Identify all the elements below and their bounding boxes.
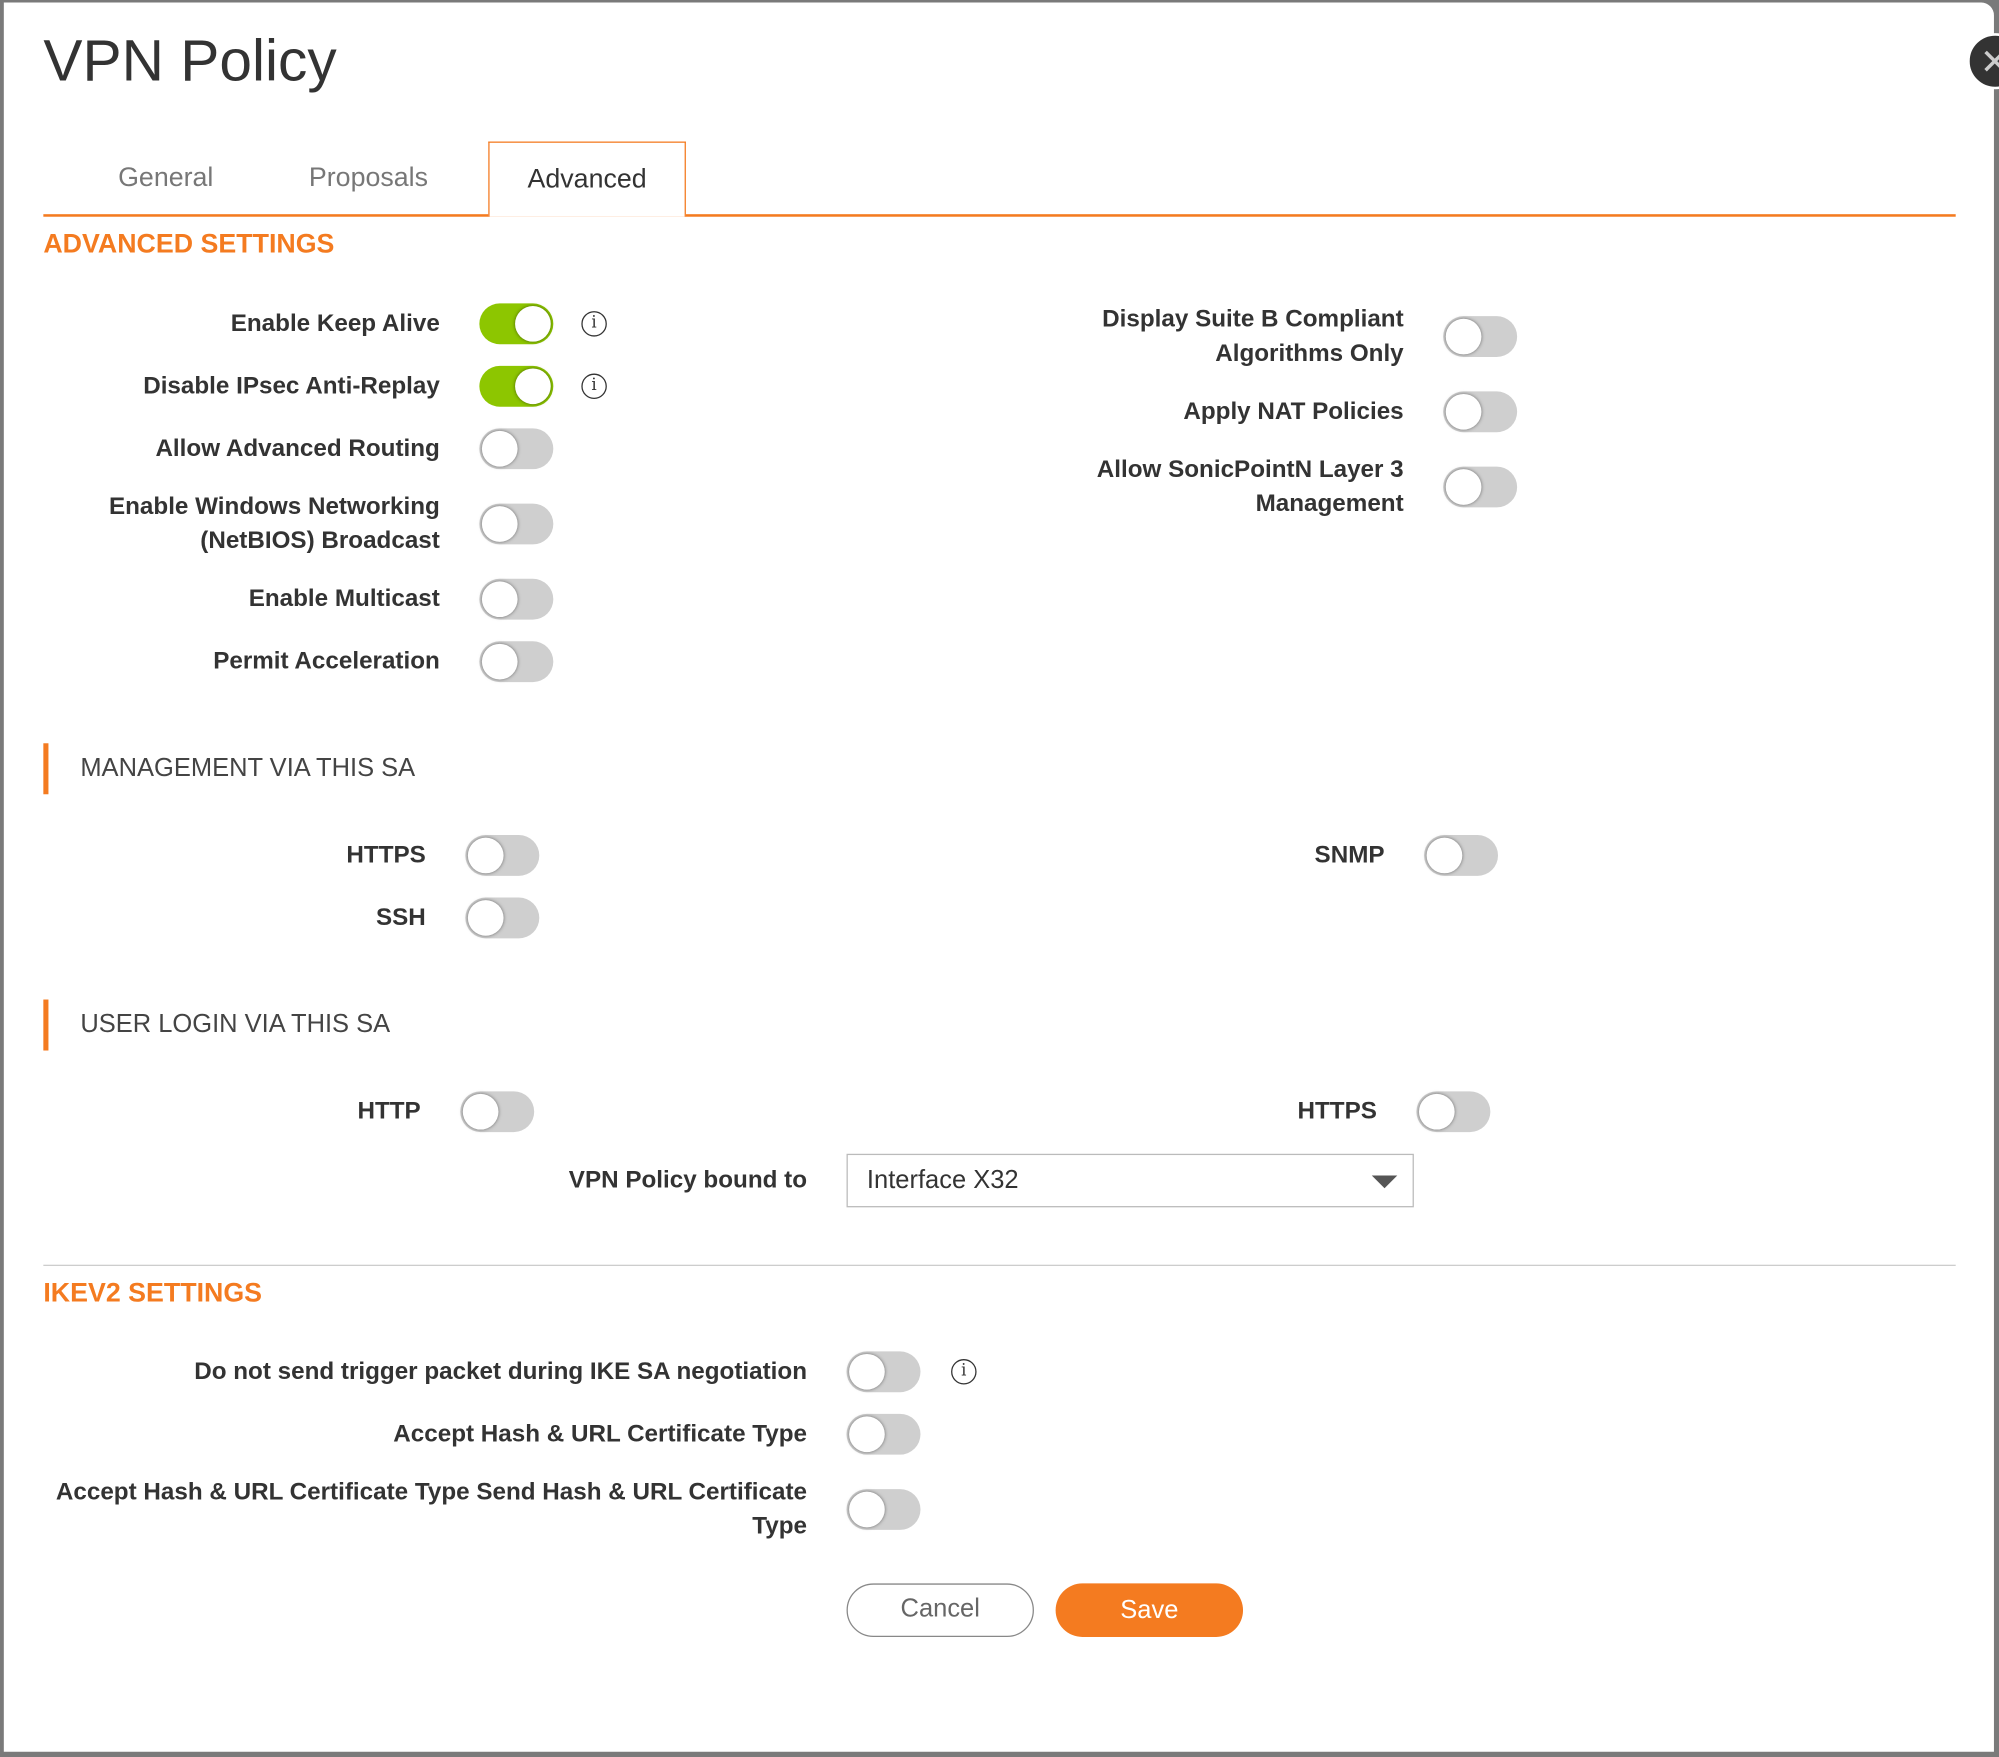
ikev2-settings-heading: IKEV2 SETTINGS bbox=[43, 1278, 263, 1309]
section-marker bbox=[43, 999, 49, 1051]
nat-policies-toggle[interactable] bbox=[1443, 391, 1518, 433]
keep-alive-toggle[interactable] bbox=[479, 303, 554, 345]
login-http-label: HTTP bbox=[357, 1098, 421, 1126]
login-http-toggle[interactable] bbox=[460, 1091, 535, 1133]
trigger-packet-label: Do not send trigger packet during IKE SA… bbox=[194, 1358, 808, 1386]
divider bbox=[43, 1264, 1956, 1266]
mgmt-snmp-label: SNMP bbox=[1314, 842, 1385, 869]
bound-to-value: Interface X32 bbox=[866, 1166, 1019, 1195]
section-marker bbox=[43, 743, 49, 795]
tab-underline bbox=[43, 214, 1956, 217]
mgmt-ssh-label: SSH bbox=[375, 904, 426, 932]
keep-alive-label: Enable Keep Alive bbox=[230, 310, 440, 338]
vpn-policy-dialog bbox=[3, 2, 1994, 1752]
mgmt-ssh-toggle[interactable] bbox=[465, 897, 540, 939]
chevron-down-icon bbox=[1371, 1175, 1398, 1189]
netbios-label: Enable Windows Networking (NetBIOS) Broa… bbox=[108, 493, 440, 555]
anti-replay-toggle[interactable] bbox=[479, 365, 554, 407]
permit-acceleration-label: Permit Acceleration bbox=[213, 648, 440, 676]
send-hash-url-label: Accept Hash & URL Certificate Type Send … bbox=[55, 1478, 808, 1541]
netbios-toggle[interactable] bbox=[479, 503, 554, 545]
tab-advanced[interactable]: Advanced bbox=[488, 141, 686, 217]
multicast-label: Enable Multicast bbox=[248, 585, 440, 613]
anti-replay-label: Disable IPsec Anti-Replay bbox=[143, 372, 440, 400]
nat-policies-label: Apply NAT Policies bbox=[1183, 398, 1404, 426]
mgmt-https-toggle[interactable] bbox=[465, 835, 540, 876]
multicast-toggle[interactable] bbox=[479, 578, 554, 620]
hash-url-toggle[interactable] bbox=[846, 1413, 921, 1455]
user-login-heading: USER LOGIN VIA THIS SA bbox=[80, 1010, 391, 1039]
bound-to-select[interactable]: Interface X32 bbox=[846, 1153, 1414, 1208]
info-icon[interactable]: i bbox=[951, 1359, 977, 1385]
advanced-settings-heading: ADVANCED SETTINGS bbox=[43, 229, 335, 259]
advanced-routing-label: Allow Advanced Routing bbox=[155, 435, 440, 463]
save-button[interactable]: Save bbox=[1055, 1583, 1244, 1637]
dialog-title: VPN Policy bbox=[43, 26, 337, 94]
trigger-packet-toggle[interactable] bbox=[846, 1351, 921, 1393]
management-heading: MANAGEMENT VIA THIS SA bbox=[80, 754, 416, 783]
login-https-toggle[interactable] bbox=[1416, 1091, 1491, 1133]
advanced-routing-toggle[interactable] bbox=[479, 428, 554, 470]
cancel-button[interactable]: Cancel bbox=[846, 1583, 1034, 1637]
sonicpoint-label: Allow SonicPointN Layer 3 Management bbox=[1096, 456, 1404, 518]
send-hash-url-toggle[interactable] bbox=[846, 1489, 921, 1530]
suite-b-toggle[interactable] bbox=[1443, 316, 1518, 357]
info-icon[interactable]: i bbox=[581, 373, 607, 400]
suite-b-label: Display Suite B Compliant Algorithms Onl… bbox=[1102, 305, 1404, 368]
bound-to-label: VPN Policy bound to bbox=[568, 1167, 808, 1194]
permit-acceleration-toggle[interactable] bbox=[479, 641, 554, 683]
mgmt-snmp-toggle[interactable] bbox=[1424, 835, 1499, 876]
login-https-label: HTTPS bbox=[1297, 1098, 1377, 1126]
info-icon[interactable]: i bbox=[581, 311, 607, 337]
tab-proposals[interactable]: Proposals bbox=[308, 163, 428, 193]
mgmt-https-label: HTTPS bbox=[346, 842, 426, 869]
sonicpoint-toggle[interactable] bbox=[1443, 466, 1518, 508]
hash-url-label: Accept Hash & URL Certificate Type bbox=[393, 1420, 808, 1448]
tab-general[interactable]: General bbox=[118, 163, 214, 193]
